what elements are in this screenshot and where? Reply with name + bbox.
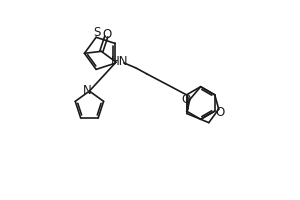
Text: O: O (103, 28, 112, 41)
Text: O: O (215, 106, 224, 119)
Text: O: O (182, 93, 191, 106)
Text: N: N (83, 84, 92, 97)
Text: S: S (93, 26, 101, 39)
Text: HN: HN (111, 55, 129, 68)
